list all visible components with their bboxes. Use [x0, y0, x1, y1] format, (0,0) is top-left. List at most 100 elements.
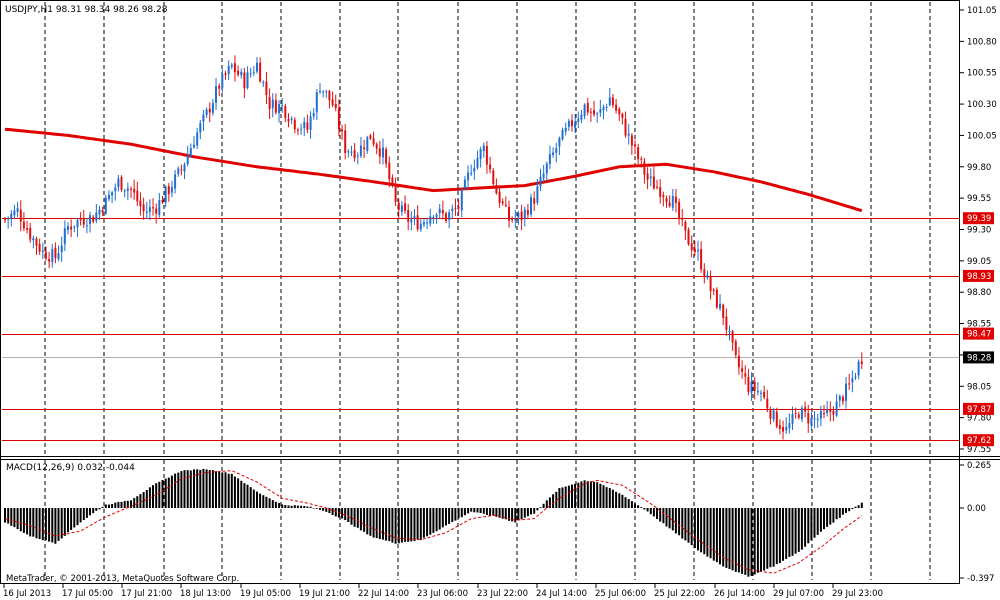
candle [315, 89, 318, 120]
chart-frame [0, 0, 1000, 584]
candle-body [530, 197, 532, 215]
macd-bar [416, 508, 419, 540]
candle [300, 123, 303, 135]
candle [542, 165, 545, 183]
candle [293, 117, 296, 134]
macd-bar [467, 508, 470, 514]
candle-body [778, 425, 781, 429]
candle [816, 413, 819, 428]
candle [520, 204, 523, 231]
candle-body [659, 187, 662, 197]
macd-bar [404, 508, 407, 542]
candle-body [35, 238, 38, 246]
candle-body [337, 108, 340, 129]
time-tick-label: 29 Jul 23:00 [832, 589, 883, 599]
macd-bar [630, 501, 633, 508]
candle [470, 164, 473, 176]
candle [605, 103, 608, 112]
candle [659, 179, 662, 204]
candle-body [517, 213, 520, 218]
candle-body [854, 376, 857, 378]
candle [501, 198, 504, 206]
candle [517, 211, 520, 225]
candle [4, 217, 6, 223]
candle [38, 238, 41, 255]
macd-bar [167, 477, 170, 508]
candle [246, 66, 249, 90]
macd-bar [218, 471, 221, 508]
candle [760, 390, 762, 402]
candle-body [410, 219, 413, 223]
candle-body [208, 108, 211, 113]
candle-body [624, 118, 627, 136]
candle-body [382, 147, 384, 158]
macd-bar [233, 476, 236, 508]
macd-bar [504, 508, 507, 520]
candle [48, 251, 51, 269]
price-tick-label: 98.80 [967, 288, 991, 298]
candle [548, 145, 551, 169]
macd-bar [16, 508, 19, 530]
candle-body [634, 144, 636, 147]
candle [422, 218, 425, 228]
macd-bar [366, 508, 369, 535]
candle [823, 405, 825, 419]
macd-bar [523, 508, 526, 518]
candle [498, 187, 501, 208]
macd-bar [674, 508, 677, 534]
candle [706, 270, 709, 280]
candle-body [19, 209, 22, 222]
candle-body [589, 111, 592, 113]
candle-body [268, 96, 271, 110]
candle [567, 118, 570, 131]
macd-bar [848, 508, 851, 512]
macd-bar [599, 483, 602, 508]
candle-body [117, 178, 120, 188]
candle [514, 209, 517, 229]
candle-body [111, 192, 114, 196]
macd-bar [643, 508, 646, 510]
candle [533, 191, 536, 211]
candle-body [448, 212, 451, 221]
candle [681, 208, 684, 227]
candle [596, 111, 599, 123]
candle [725, 308, 728, 336]
candle [457, 199, 460, 216]
candle-body [700, 249, 703, 270]
candle-body [309, 116, 312, 130]
candle [693, 240, 696, 256]
candle [290, 116, 293, 125]
candle-body [303, 121, 306, 129]
price-tick-label: 100.55 [967, 69, 997, 79]
candle-body [70, 226, 73, 230]
candle [51, 243, 54, 268]
candle-body [605, 106, 608, 108]
candle-body [797, 414, 800, 418]
candle-body [60, 245, 63, 253]
candle-body [678, 201, 681, 219]
candle [621, 112, 624, 125]
candle-body [485, 146, 488, 165]
candle-body [353, 149, 356, 159]
candle-body [684, 221, 687, 231]
candle-body [668, 202, 671, 207]
macd-bar [615, 491, 618, 508]
candle-body [564, 127, 567, 132]
candle-body [690, 243, 693, 251]
macd-bar [665, 508, 668, 527]
candle [404, 195, 407, 214]
macd-bar [435, 508, 438, 532]
candle [202, 109, 205, 131]
time-tick-label: 16 Jul 2013 [3, 589, 51, 599]
candle [296, 127, 299, 136]
macd-bar [164, 478, 167, 508]
macd-bar [265, 496, 268, 508]
candle-body [552, 152, 555, 155]
candle [240, 68, 243, 79]
candle-body [256, 62, 258, 72]
candle-body [539, 177, 542, 187]
macd-bar [583, 480, 586, 508]
candle-body [489, 164, 492, 170]
candle [800, 405, 803, 423]
price-tick-label: 100.80 [967, 37, 997, 47]
